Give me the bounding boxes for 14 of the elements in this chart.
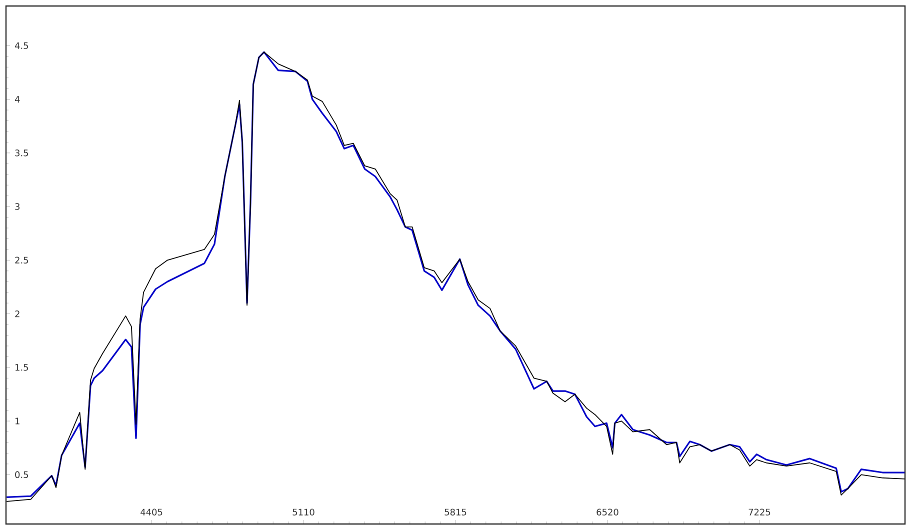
y-tick-label: 0.5 bbox=[15, 471, 28, 478]
x-tick-label: 6520 bbox=[596, 508, 618, 516]
y-tick-label: 1.5 bbox=[16, 364, 28, 371]
y-tick-label: 4 bbox=[14, 96, 20, 103]
y-tick-label: 2 bbox=[15, 310, 20, 318]
x-tick-label: 5815 bbox=[444, 508, 466, 516]
x-tick-label: 5110 bbox=[292, 508, 314, 516]
y-tick-label: 3.5 bbox=[15, 150, 28, 156]
y-tick-label: 3 bbox=[15, 203, 20, 210]
y-tick-label: 2.5 bbox=[15, 256, 28, 264]
x-tick-label: 7225 bbox=[748, 508, 770, 516]
x-tick-label: 4405 bbox=[140, 508, 162, 516]
y-tick-label: 1 bbox=[16, 418, 20, 424]
y-tick-label: 4.5 bbox=[14, 42, 28, 50]
